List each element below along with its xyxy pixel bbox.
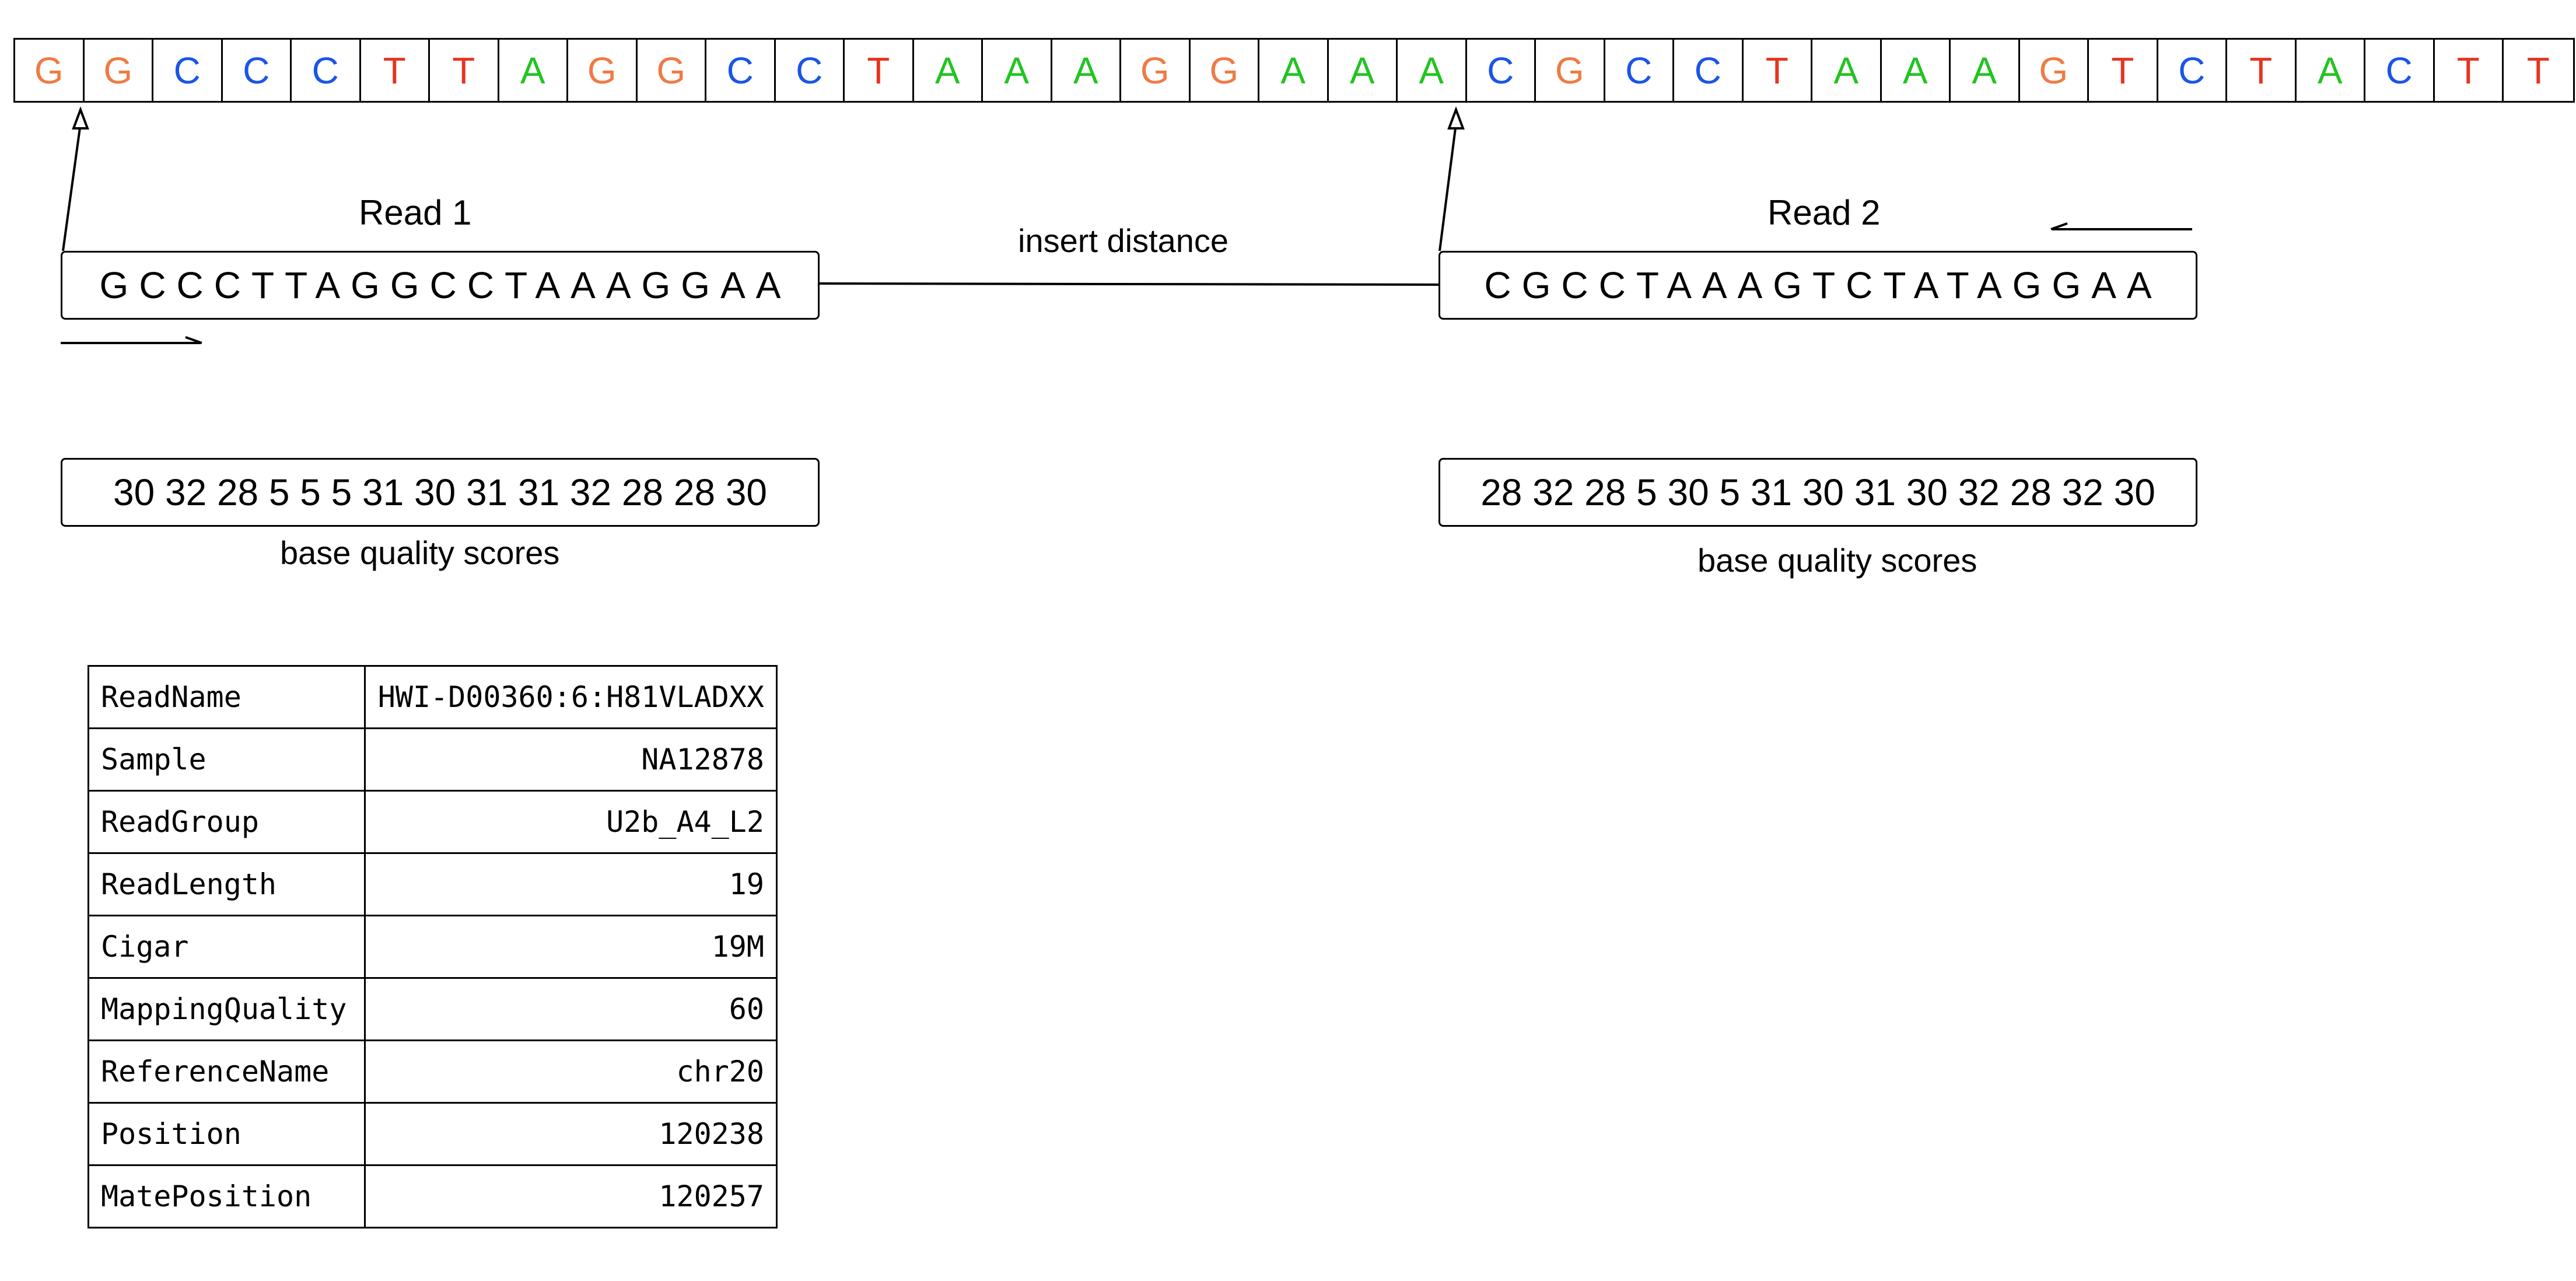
reference-base-C: C <box>2158 40 2227 101</box>
reference-base-T: T <box>845 40 914 101</box>
insert-distance-label: insert distance <box>1018 222 1229 259</box>
reference-base-A: A <box>914 40 983 101</box>
read1-sequence-box: GCCCTTAGGCCTAAAGGAA <box>61 251 820 320</box>
read2-sequence-box: CGCCTAAAGTCTATAGGAA <box>1438 251 2197 320</box>
read2-quality-box: 28 32 28 5 30 5 31 30 31 30 32 28 32 30 <box>1438 458 2197 527</box>
reference-base-T: T <box>430 40 499 101</box>
reference-base-C: C <box>1467 40 1536 101</box>
reference-base-A: A <box>1951 40 2020 101</box>
read2-title: Read 2 <box>1768 193 1881 232</box>
read1-direction-arrowhead <box>185 336 202 344</box>
reference-base-A: A <box>1329 40 1398 101</box>
reference-base-C: C <box>223 40 292 101</box>
read2-quality-scores: 28 32 28 5 30 5 31 30 31 30 32 28 32 30 <box>1480 471 2155 513</box>
metadata-key: ReadName <box>88 665 366 729</box>
metadata-value: U2b_A4_L2 <box>364 790 778 854</box>
metadata-value: 19 <box>364 852 778 916</box>
reference-base-A: A <box>2297 40 2365 101</box>
metadata-row: Sample NA12878 <box>88 727 778 792</box>
metadata-key: ReadLength <box>88 852 366 916</box>
metadata-key: Sample <box>88 727 366 792</box>
reference-base-A: A <box>1259 40 1329 101</box>
insert-distance-line <box>819 282 1440 286</box>
reference-base-A: A <box>1052 40 1121 101</box>
metadata-key: ReadGroup <box>88 790 366 854</box>
metadata-value: HWI-D00360:6:H81VLADXX <box>364 665 778 729</box>
read1-pointer-line <box>62 123 82 251</box>
reference-base-C: C <box>1605 40 1674 101</box>
read2-pointer-line <box>1438 123 1457 251</box>
read1-quality-scores: 30 32 28 5 5 5 31 30 31 31 32 28 28 30 <box>113 471 767 513</box>
metadata-row: MappingQuality 60 <box>88 977 778 1041</box>
reference-base-T: T <box>1744 40 1812 101</box>
reference-base-T: T <box>2435 40 2504 101</box>
metadata-value: 120257 <box>364 1164 778 1228</box>
read-metadata-table: ReadName HWI-D00360:6:H81VLADXX Sample NA12… <box>88 665 778 1228</box>
reference-base-T: T <box>2089 40 2158 101</box>
reference-base-T: T <box>361 40 430 101</box>
reference-base-C: C <box>292 40 361 101</box>
metadata-row: MatePosition 120257 <box>88 1164 778 1228</box>
metadata-row: Cigar 19M <box>88 915 778 979</box>
reference-base-C: C <box>2365 40 2435 101</box>
metadata-row: ReferenceName chr20 <box>88 1040 778 1104</box>
metadata-value: 19M <box>364 915 778 979</box>
reference-base-A: A <box>983 40 1052 101</box>
metadata-row: Position 120238 <box>88 1102 778 1166</box>
reference-base-T: T <box>2227 40 2297 101</box>
reference-base-A: A <box>1398 40 1467 101</box>
metadata-key: Cigar <box>88 915 366 979</box>
metadata-value: NA12878 <box>364 727 778 792</box>
read1-quality-caption: base quality scores <box>280 534 560 571</box>
metadata-key: MatePosition <box>88 1164 366 1228</box>
reference-base-C: C <box>153 40 223 101</box>
reference-base-T: T <box>2526 49 2550 92</box>
read2-pointer-arrowhead <box>1447 106 1465 130</box>
metadata-row: ReadName HWI-D00360:6:H81VLADXX <box>88 665 778 729</box>
reference-base-C: C <box>1674 40 1744 101</box>
reference-base-A: A <box>499 40 568 101</box>
metadata-value: chr20 <box>364 1040 778 1104</box>
read2-direction-arrowhead <box>2050 222 2068 230</box>
reference-base-C: C <box>706 40 776 101</box>
reference-base-G: G <box>15 40 85 101</box>
read1-quality-box: 30 32 28 5 5 5 31 30 31 31 32 28 28 30 <box>61 458 820 527</box>
reference-base-A: A <box>1882 40 1951 101</box>
reference-base-G: G <box>85 40 153 101</box>
read2-sequence: CGCCTAAAGTCTATAGGAA <box>1484 264 2162 306</box>
metadata-row: ReadLength 19 <box>88 852 778 916</box>
reference-base-G: G <box>568 40 638 101</box>
reference-base-A: A <box>1812 40 1882 101</box>
metadata-key: MappingQuality <box>88 977 366 1041</box>
read1-pointer-arrowhead <box>72 106 89 130</box>
metadata-value: 60 <box>364 977 778 1041</box>
metadata-value: 120238 <box>364 1102 778 1166</box>
metadata-key: ReferenceName <box>88 1040 366 1104</box>
reference-base-G: G <box>1191 40 1259 101</box>
metadata-key: Position <box>88 1102 366 1166</box>
metadata-row: ReadGroup U2b_A4_L2 <box>88 790 778 854</box>
reference-base-G: G <box>1536 40 1605 101</box>
reference-base-G: G <box>2020 40 2089 101</box>
reference-base-G: G <box>1121 40 1191 101</box>
read1-title: Read 1 <box>359 193 472 232</box>
read1-sequence: GCCCTTAGGCCTAAAGGAA <box>99 264 792 306</box>
reference-base-C: C <box>776 40 845 101</box>
reference-base-G: G <box>638 40 706 101</box>
read2-quality-caption: base quality scores <box>1698 542 1978 579</box>
